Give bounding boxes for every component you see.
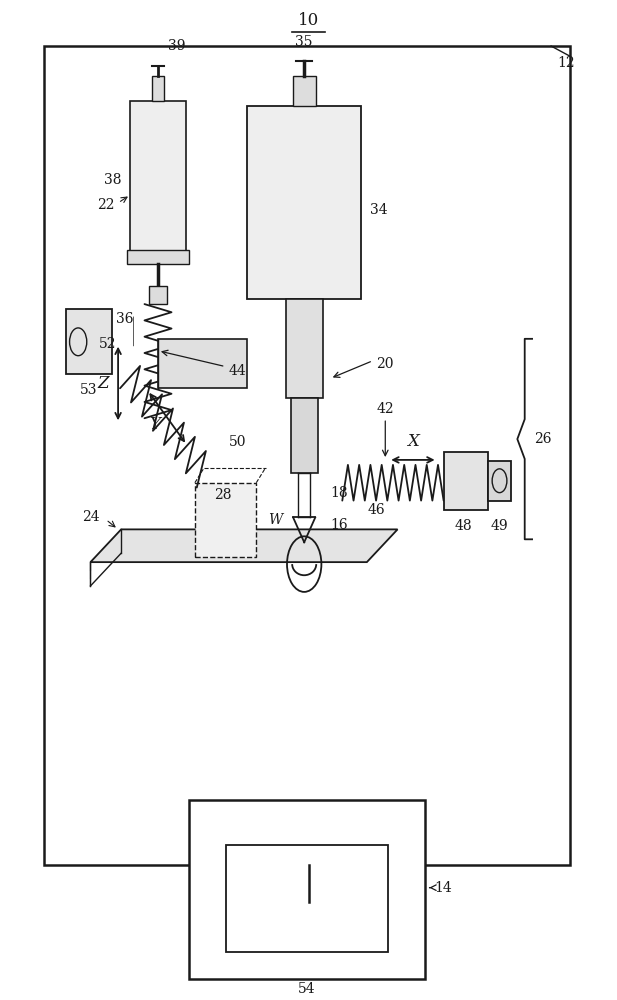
Text: 42: 42 [376,402,394,416]
Text: 16: 16 [330,518,347,532]
Polygon shape [91,529,397,562]
Bar [44,46,569,865]
Bar [444,452,488,510]
Text: 48: 48 [455,519,472,533]
Text: 24: 24 [82,510,100,524]
Text: 50: 50 [229,435,246,449]
Text: 22: 22 [97,198,115,212]
Text: 18: 18 [330,486,347,500]
Text: Y: Y [149,416,160,433]
Bar [130,101,186,254]
Bar [149,286,167,304]
Text: 53: 53 [80,383,97,397]
Text: 46: 46 [367,503,385,517]
Text: 28: 28 [214,488,232,502]
Text: X: X [407,433,419,450]
Bar [127,250,189,264]
Text: Z: Z [97,375,109,392]
Text: 35: 35 [296,35,313,49]
Text: 52: 52 [99,337,116,351]
Text: 54: 54 [298,982,315,996]
Text: 14: 14 [434,881,452,895]
Text: 20: 20 [376,357,394,371]
Text: 12: 12 [557,56,575,70]
Bar [292,76,316,106]
Bar [189,800,425,979]
Bar [66,309,112,374]
Text: 38: 38 [104,173,121,187]
Text: 44: 44 [229,364,246,378]
Bar [152,76,164,101]
Text: 49: 49 [490,519,508,533]
Bar [247,106,361,299]
Bar [195,483,256,557]
Text: 26: 26 [534,432,552,446]
Bar [291,398,318,473]
Bar [158,339,247,388]
Text: 36: 36 [116,312,133,326]
Bar [286,299,323,398]
Bar [488,461,511,501]
Text: 10: 10 [298,12,319,29]
Text: W: W [268,513,283,527]
Text: 34: 34 [370,203,387,217]
Bar [226,845,388,952]
Text: 39: 39 [168,39,185,53]
